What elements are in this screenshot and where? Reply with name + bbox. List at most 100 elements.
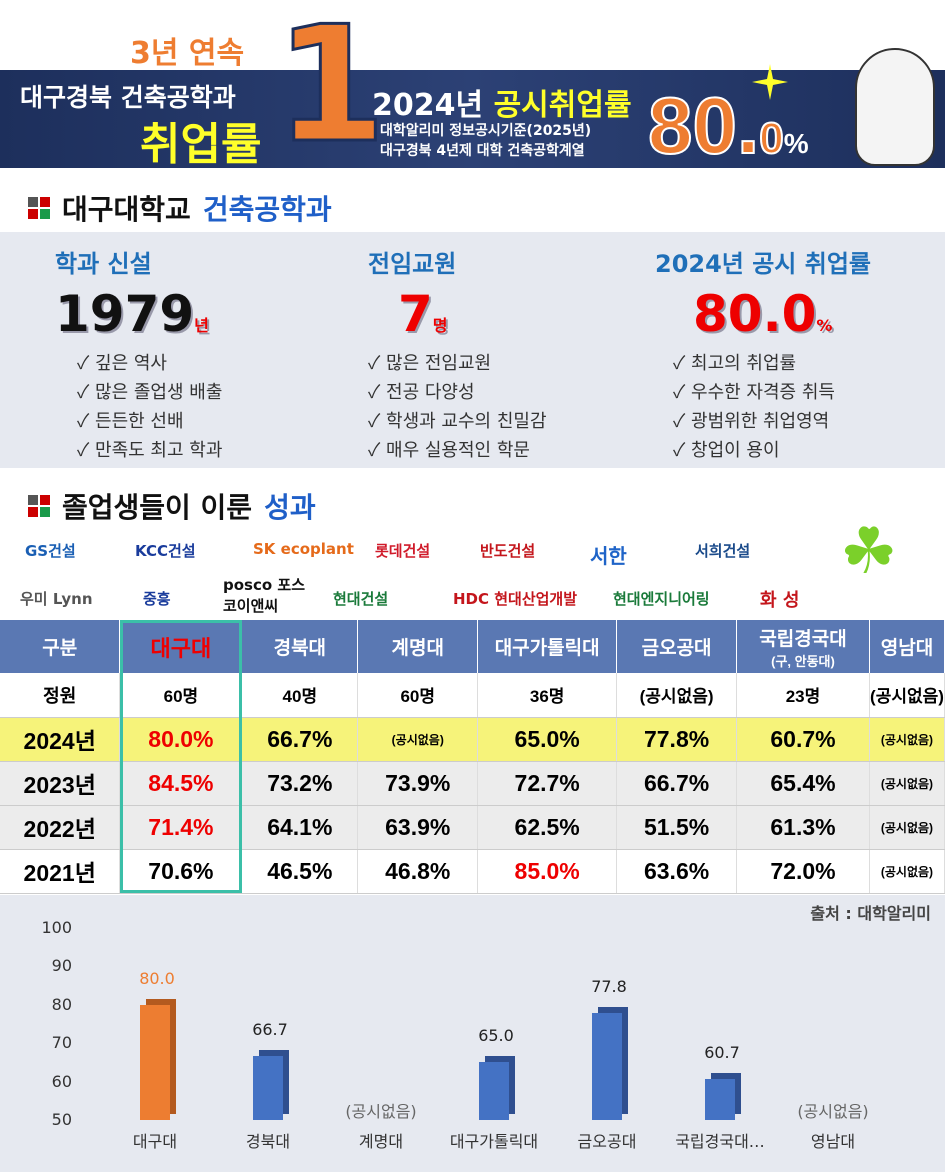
logo: 반도건설 [480, 542, 536, 560]
stat-title: 전임교원 [368, 250, 457, 278]
table-cell: 60.7% [736, 717, 870, 762]
stat-point: ✓ 전공 다양성 [368, 382, 475, 403]
row-label: 2021년 [0, 849, 121, 894]
rate-dec: 0 [758, 113, 785, 164]
table-cell: 73.2% [241, 761, 359, 806]
table-cell: 46.8% [357, 849, 479, 894]
logo: 화 성 [760, 590, 800, 611]
stat-point: ✓ 광범위한 취업영역 [673, 411, 830, 432]
y-tick-label: 100 [41, 918, 72, 937]
tiger-mascot-icon [855, 48, 935, 166]
logo: 현대엔지니어링 [613, 590, 710, 608]
stat-value: 80.0% [693, 285, 945, 343]
table-cell: (공시없음) [616, 673, 738, 718]
x-tick-label: 경북대 [245, 1132, 291, 1151]
table-cell: 63.6% [616, 849, 738, 894]
header-sub: (구, 안동대) [771, 653, 835, 669]
stat-unit: 명 [432, 316, 448, 335]
bar [253, 1055, 283, 1120]
rate-pct: % [783, 128, 809, 159]
logo: 중흥 [143, 590, 171, 608]
row-label: 2024년 [0, 717, 121, 762]
header-cell: 구분 [0, 620, 121, 673]
table-cell: 60명 [119, 673, 243, 718]
header-cell: 국립경국대 (구, 안동대) [736, 620, 870, 673]
table-row: 2023년 84.5% 73.2% 73.9% 72.7% 66.7% 65.4% (공시없음… [0, 761, 945, 806]
table-row: 2021년 70.6% 46.5% 46.8% 85.0% 63.6% 72.0% (공시없음… [0, 849, 945, 894]
x-tick-label: 대구대 [132, 1132, 178, 1151]
row-label: 2023년 [0, 761, 121, 806]
section-dept-heading: 대구대학교 건축공학과 [28, 188, 332, 228]
header-cell: 금오공대 [616, 620, 738, 673]
star-icon [752, 64, 788, 100]
stat-founded: 학과 신설 1979년 ✓ 깊은 역사 ✓ 많은 졸업생 배출 ✓ 든든한 선배 ✓ … [55, 232, 370, 465]
logo: posco 포스코이앤씨 [223, 576, 305, 615]
stat-point: ✓ 깊은 역사 [77, 353, 167, 374]
table-cell: 80.0% [119, 717, 243, 762]
table-cell: 61.3% [736, 805, 870, 850]
stat-unit: % [816, 316, 833, 335]
highlight-column-frame [120, 620, 242, 893]
logo: GS건설 [25, 542, 76, 560]
stat-employment: 2024년 공시 취업률 80.0% ✓ 최고의 취업률 ✓ 우수한 자격증 취득… [655, 232, 945, 465]
table-cell: 71.4% [119, 805, 243, 850]
bar [140, 1004, 170, 1120]
bar [705, 1078, 735, 1120]
logo: 우미 Lynn [20, 590, 93, 608]
logo: SK ecoplant [253, 540, 354, 558]
stats-panel: 학과 신설 1979년 ✓ 깊은 역사 ✓ 많은 졸업생 배출 ✓ 든든한 선배 ✓ … [0, 232, 945, 468]
consecutive-label: 3년 연속 [130, 36, 245, 71]
clover-icon: ☘ [840, 515, 898, 589]
table-cell: 72.7% [477, 761, 618, 806]
y-tick-label: 90 [51, 956, 72, 976]
table-cell: 77.8% [616, 717, 738, 762]
banner [0, 70, 945, 168]
logo: KCC건설 [135, 542, 196, 560]
table-row: 2024년 80.0% 66.7% (공시없음) 65.0% 77.8% 60.7% (공시없… [0, 717, 945, 762]
data-label: 60.7 [704, 1042, 740, 1062]
stat-point: ✓ 우수한 자격증 취득 [673, 382, 835, 403]
table-cell: 23명 [736, 673, 870, 718]
logo: HDC 현대산업개발 [453, 590, 578, 608]
header-text: 국립경국대 [759, 628, 847, 650]
x-tick-label: 계명대 [358, 1132, 404, 1151]
stat-number: 80.0 [693, 285, 817, 343]
table-cell: 63.9% [357, 805, 479, 850]
logo: 롯데건설 [375, 542, 431, 560]
table-cell: (공시없음) [869, 849, 945, 894]
stat-value: 7명 [398, 285, 683, 343]
row-label: 2022년 [0, 805, 121, 850]
banner-source2: 대구경북 4년제 대학 건축공학계열 [380, 143, 585, 159]
data-label: (공시없음) [797, 1102, 869, 1121]
stat-point: ✓ 학생과 교수의 친밀감 [368, 411, 547, 432]
stat-point: ✓ 최고의 취업률 [673, 353, 797, 374]
banner-headline: 2024년 공시취업률 [372, 80, 632, 124]
stat-point: ✓ 만족도 최고 학과 [77, 440, 223, 461]
stat-point: ✓ 많은 전임교원 [368, 353, 492, 374]
stat-unit: 년 [194, 316, 209, 335]
stat-number: 7 [398, 285, 433, 343]
banner-rate: 80.0% [647, 80, 809, 172]
row-label: 정원 [0, 673, 121, 718]
stat-number: 1979 [55, 285, 195, 343]
dept-name: 건축공학과 [202, 193, 332, 226]
table-cell: 62.5% [477, 805, 618, 850]
header-cell: 대구대 [119, 620, 243, 673]
table-cell: (공시없음) [869, 805, 945, 850]
stat-point: ✓ 든든한 선배 [77, 411, 184, 432]
employment-table: 구분 대구대 경북대 계명대 대구가톨릭대 금오공대 국립경국대 (구, 안동대)… [0, 620, 945, 894]
table-cell: 36명 [477, 673, 618, 718]
logo: 서희건설 [695, 542, 751, 560]
x-tick-label: 국립경국대… [675, 1132, 765, 1151]
table-cell: 46.5% [241, 849, 359, 894]
banner-rank: 1 [273, 0, 387, 178]
section-achievements-heading: 졸업생들이 이룬 성과 [28, 486, 316, 526]
logo: 서한 [590, 544, 627, 568]
stat-faculty: 전임교원 7명 ✓ 많은 전임교원 ✓ 전공 다양성 ✓ 학생과 교수의 친밀감 ✓ … [368, 232, 683, 465]
logo: 현대건설 [333, 590, 389, 608]
y-tick-label: 50 [51, 1110, 72, 1129]
table-cell: 66.7% [241, 717, 359, 762]
banner-source1: 대학알리미 정보공시기준(2025년) [380, 123, 592, 139]
banner-rate-word: 취업률 [140, 119, 262, 170]
table-row: 2022년 71.4% 64.1% 63.9% 62.5% 51.5% 61.3% (공시없음… [0, 805, 945, 850]
